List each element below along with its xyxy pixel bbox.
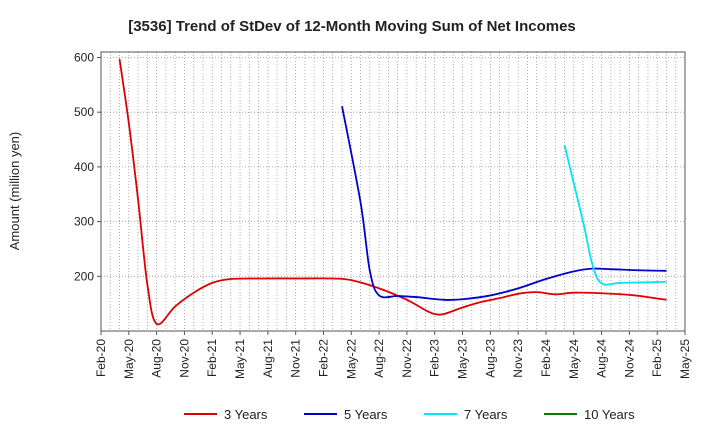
y-tick-label: 300 (74, 215, 94, 229)
x-tick-label: Nov-20 (177, 339, 191, 378)
y-tick-label: 500 (74, 105, 94, 119)
legend-label: 10 Years (584, 407, 635, 422)
y-tick-label: 400 (74, 160, 94, 174)
y-axis-label: Amount (million yen) (7, 132, 22, 251)
y-tick-label: 600 (74, 50, 94, 64)
x-tick-label: May-24 (567, 339, 581, 379)
x-tick-label: Feb-23 (428, 339, 442, 377)
series-layer (118, 58, 667, 326)
legend-label: 7 Years (464, 407, 508, 422)
chart-title: [3536] Trend of StDev of 12-Month Moving… (128, 18, 576, 35)
x-tick-label: Feb-24 (539, 339, 553, 377)
legend-label: 3 Years (224, 407, 268, 422)
x-tick-label: Aug-23 (483, 339, 497, 378)
legend: 3 Years 5 Years 7 Years 10 Years (184, 407, 635, 422)
grid (100, 52, 686, 331)
x-tick-label: Feb-22 (316, 339, 330, 377)
series-line-3-years (118, 58, 667, 326)
x-tick-label: Feb-20 (94, 339, 108, 377)
x-tick-label: Aug-21 (261, 339, 275, 378)
x-tick-label: Feb-25 (650, 339, 664, 377)
x-tick-label: Nov-24 (622, 339, 636, 378)
x-tick-label: May-20 (122, 339, 136, 379)
x-tick-label: May-23 (456, 339, 470, 379)
y-tick-label: 200 (74, 269, 94, 283)
x-tick-label: May-21 (233, 339, 247, 379)
x-tick-label: Nov-21 (289, 339, 303, 378)
x-tick-label: Nov-23 (511, 339, 525, 378)
x-tick-label: May-22 (344, 339, 358, 379)
plot-frame (100, 51, 686, 332)
x-tick-label: Feb-21 (205, 339, 219, 377)
x-tick-label: Nov-22 (400, 339, 414, 378)
x-tick-label: Aug-22 (372, 339, 386, 378)
x-tick-label: Aug-24 (595, 339, 609, 378)
x-tick-label: May-25 (678, 339, 692, 379)
y-axis: 200 300 400 500 600 (74, 50, 101, 283)
x-axis: Feb-20 May-20 Aug-20 Nov-20 Feb-21 May-21 Aug-… (94, 331, 692, 379)
x-tick-label: Aug-20 (150, 339, 164, 378)
series-line-7-years (563, 144, 667, 286)
series-line-5-years (341, 105, 667, 301)
legend-label: 5 Years (344, 407, 388, 422)
